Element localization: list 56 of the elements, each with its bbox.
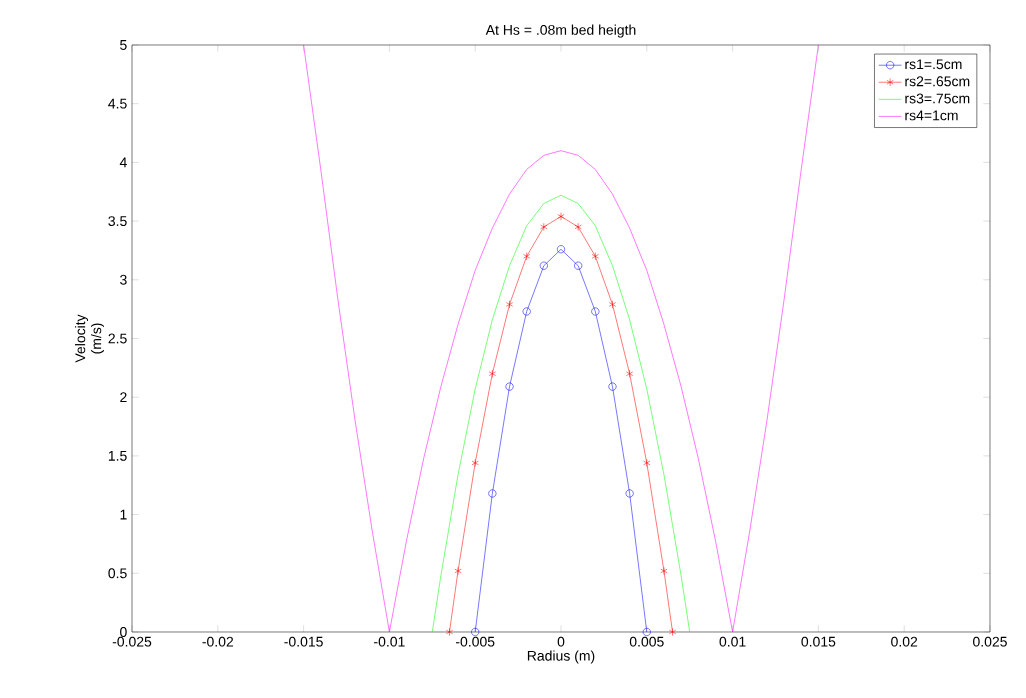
point	[643, 458, 651, 467]
x-tick-label: 0.015	[801, 636, 836, 647]
point	[539, 261, 548, 270]
legend-label: rs1=.5cm	[905, 59, 962, 70]
x-tick-label: 0.005	[629, 636, 664, 647]
y-tick-label: 0	[120, 627, 127, 637]
point	[454, 566, 462, 575]
point	[488, 489, 497, 498]
legend-label: rs3=.75cm	[905, 93, 970, 104]
point	[626, 369, 634, 378]
x-tick-label: -0.025	[112, 636, 152, 647]
point	[471, 458, 479, 467]
y-axis-title: Velocity (m/s)	[74, 314, 105, 363]
y-tick-label: 3	[120, 274, 127, 285]
x-tick-label: -0.01	[374, 636, 405, 647]
point	[505, 382, 514, 391]
y-tick-label: 4.5	[108, 98, 127, 109]
point	[540, 222, 548, 231]
point	[608, 382, 617, 391]
y-tick-label: 2	[120, 392, 127, 403]
point	[642, 627, 651, 636]
point	[660, 566, 668, 575]
point	[506, 300, 514, 309]
y-tick-label: 2.5	[108, 333, 127, 344]
point	[488, 369, 496, 378]
point	[574, 222, 582, 231]
y-tick-label: 5	[120, 40, 127, 50]
y-tick-label: 1	[120, 509, 127, 520]
x-tick-label: 0.01	[719, 636, 746, 647]
y-tick-label: 0.5	[108, 568, 127, 579]
point	[591, 307, 600, 316]
x-tick-label: 0.02	[891, 636, 918, 647]
point	[608, 300, 616, 309]
y-tick-label: 4	[119, 157, 127, 168]
point	[574, 261, 583, 270]
chart-title: At Hs = .08m bed heigth	[485, 24, 636, 38]
point	[523, 252, 531, 261]
y-tick-label: 1.5	[108, 451, 127, 461]
x-tick-label: 0.025	[973, 636, 1007, 647]
point	[591, 252, 599, 261]
legend-label: rs2=.65cm	[905, 76, 970, 87]
point	[625, 489, 634, 498]
x-tick-label: -0.005	[455, 636, 495, 647]
point	[445, 627, 453, 636]
line-series	[303, 44, 819, 632]
point	[557, 212, 565, 221]
x-tick-label: 0	[557, 636, 565, 647]
point	[669, 627, 677, 636]
y-tick-label: 3.5	[108, 216, 127, 227]
x-axis-title: Radius (m)	[527, 650, 595, 664]
x-tick-label: -0.015	[284, 636, 323, 647]
legend-label: rs4=1cm	[905, 110, 958, 121]
point	[522, 307, 531, 316]
point	[557, 245, 565, 254]
point	[471, 627, 480, 636]
x-tick-label: -0.02	[202, 636, 234, 647]
